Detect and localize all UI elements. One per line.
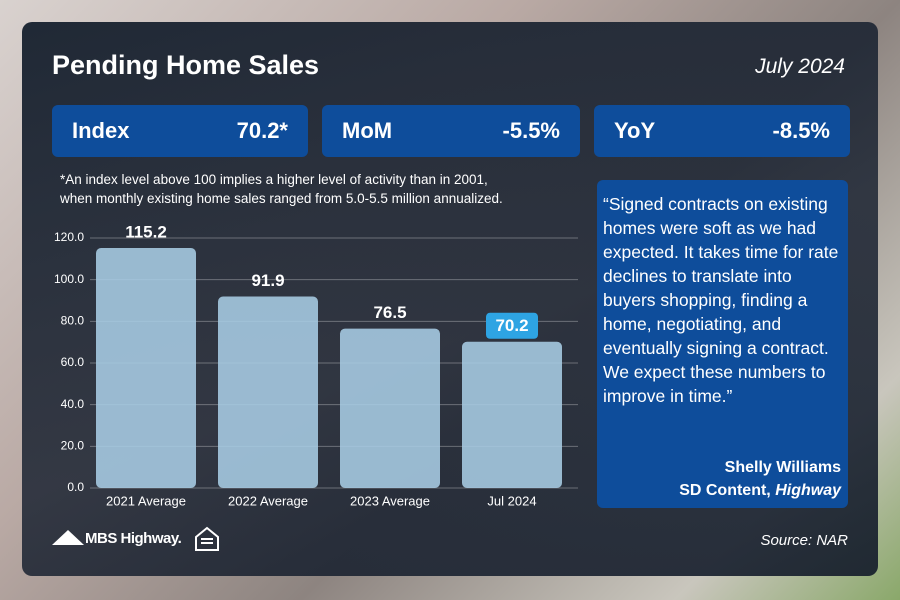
y-tick-label: 100.0: [54, 272, 84, 286]
logo-icon: [52, 530, 84, 545]
x-tick-label: Jul 2024: [487, 493, 536, 508]
y-tick-label: 60.0: [61, 355, 85, 369]
y-tick-label: 80.0: [61, 314, 85, 328]
y-tick-label: 20.0: [61, 439, 85, 453]
value-label: 70.2: [495, 316, 528, 335]
author-role: SD Content, Highway: [679, 479, 841, 502]
quote-box: “Signed contracts on existing homes were…: [597, 180, 848, 508]
footnote: *An index level above 100 implies a high…: [60, 170, 503, 208]
x-tick-label: 2022 Average: [228, 493, 308, 508]
bar: [96, 248, 196, 488]
bar: [340, 328, 440, 488]
stat-label: MoM: [342, 118, 393, 143]
y-tick-label: 40.0: [61, 397, 85, 411]
stat-label: YoY: [614, 118, 656, 143]
logo: MBS Highway.: [85, 530, 182, 547]
footnote-line: *An index level above 100 implies a high…: [60, 172, 488, 187]
quote-author: Shelly Williams SD Content, Highway: [679, 456, 841, 502]
stat-value: -5.5%: [502, 118, 560, 143]
role: SD Content,: [679, 482, 771, 499]
x-tick-label: 2021 Average: [106, 493, 186, 508]
stat-box: YoY -8.5%: [594, 105, 850, 157]
date: July 2024: [755, 55, 845, 78]
stat-label: Index: [72, 118, 130, 143]
value-label: 91.9: [251, 271, 284, 290]
company: Highway: [775, 482, 841, 499]
value-label: 115.2: [125, 222, 167, 241]
bar: [218, 296, 318, 488]
stat-box: Index 70.2*: [52, 105, 308, 157]
author-name: Shelly Williams: [724, 459, 841, 476]
stat-value: -8.5%: [772, 118, 830, 143]
stat-box: MoM -5.5%: [322, 105, 580, 157]
equal-housing-icon: [195, 526, 219, 551]
value-label-bg: [486, 312, 538, 339]
title: Pending Home Sales: [52, 50, 320, 80]
source: Source: NAR: [760, 532, 848, 549]
stat-value: 70.2*: [236, 118, 288, 143]
y-tick-label: 120.0: [54, 230, 84, 244]
y-tick-label: 0.0: [67, 480, 84, 494]
bar: [462, 341, 562, 488]
quote-text: “Signed contracts on existing homes were…: [603, 194, 839, 406]
value-label: 76.5: [373, 303, 406, 322]
footnote-line: when monthly existing home sales ranged …: [60, 191, 503, 206]
x-tick-label: 2023 Average: [350, 493, 430, 508]
